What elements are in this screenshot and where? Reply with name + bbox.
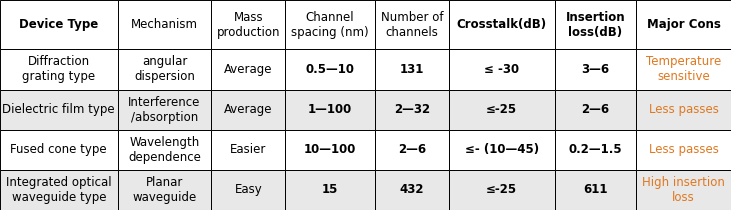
Bar	[449, 89, 555, 130]
Text: Number of
channels: Number of channels	[381, 11, 443, 39]
Text: Insertion
loss(dB): Insertion loss(dB)	[566, 11, 625, 39]
Bar	[637, 170, 731, 210]
Text: 2—6: 2—6	[398, 143, 426, 156]
Bar	[637, 0, 731, 49]
Bar	[285, 170, 375, 210]
Bar	[0, 170, 118, 210]
Bar	[211, 89, 285, 130]
Text: ≤ -30: ≤ -30	[484, 63, 519, 76]
Bar	[375, 130, 449, 170]
Bar	[211, 170, 285, 210]
Text: High insertion
loss: High insertion loss	[643, 176, 725, 204]
Bar	[555, 0, 637, 49]
Bar	[375, 170, 449, 210]
Text: Device Type: Device Type	[19, 18, 99, 31]
Bar	[118, 0, 211, 49]
Bar	[637, 89, 731, 130]
Text: Major Cons: Major Cons	[647, 18, 721, 31]
Bar	[449, 130, 555, 170]
Bar	[118, 89, 211, 130]
Bar	[118, 130, 211, 170]
Text: Channel
spacing (nm): Channel spacing (nm)	[292, 11, 369, 39]
Bar	[0, 89, 118, 130]
Text: 0.2—1.5: 0.2—1.5	[569, 143, 622, 156]
Text: Diffraction
grating type: Diffraction grating type	[22, 55, 95, 83]
Bar	[449, 0, 555, 49]
Text: 15: 15	[322, 183, 338, 196]
Text: 611: 611	[583, 183, 607, 196]
Bar	[375, 49, 449, 89]
Text: Less passes: Less passes	[649, 143, 719, 156]
Bar	[285, 130, 375, 170]
Bar	[555, 89, 637, 130]
Bar	[211, 49, 285, 89]
Text: 432: 432	[400, 183, 424, 196]
Bar	[118, 170, 211, 210]
Bar	[449, 170, 555, 210]
Text: Crosstalk(dB): Crosstalk(dB)	[457, 18, 547, 31]
Bar	[0, 49, 118, 89]
Text: Wavelength
dependence: Wavelength dependence	[128, 136, 201, 164]
Text: Easy: Easy	[235, 183, 262, 196]
Text: 3—6: 3—6	[581, 63, 610, 76]
Text: angular
dispersion: angular dispersion	[134, 55, 195, 83]
Text: 2—6: 2—6	[581, 103, 610, 116]
Text: 0.5—10: 0.5—10	[306, 63, 355, 76]
Bar	[211, 0, 285, 49]
Bar	[637, 49, 731, 89]
Bar	[0, 0, 118, 49]
Text: Easier: Easier	[230, 143, 267, 156]
Text: 10—100: 10—100	[304, 143, 356, 156]
Text: 131: 131	[400, 63, 424, 76]
Text: Mechanism: Mechanism	[131, 18, 198, 31]
Text: ≤- (10—45): ≤- (10—45)	[465, 143, 539, 156]
Text: 1—100: 1—100	[308, 103, 352, 116]
Bar	[375, 0, 449, 49]
Text: 2—32: 2—32	[394, 103, 430, 116]
Text: Fused cone type: Fused cone type	[10, 143, 107, 156]
Bar	[555, 130, 637, 170]
Bar	[555, 49, 637, 89]
Bar	[555, 170, 637, 210]
Text: ≤-25: ≤-25	[486, 103, 518, 116]
Text: Dielectric film type: Dielectric film type	[2, 103, 115, 116]
Text: Average: Average	[224, 63, 273, 76]
Bar	[0, 130, 118, 170]
Text: Temperature
sensitive: Temperature sensitive	[646, 55, 721, 83]
Text: Interference
/absorption: Interference /absorption	[128, 96, 201, 124]
Text: Planar
waveguide: Planar waveguide	[132, 176, 197, 204]
Text: Average: Average	[224, 103, 273, 116]
Bar	[375, 89, 449, 130]
Text: Less passes: Less passes	[649, 103, 719, 116]
Bar	[637, 130, 731, 170]
Bar	[285, 49, 375, 89]
Bar	[211, 130, 285, 170]
Text: Integrated optical
waveguide type: Integrated optical waveguide type	[6, 176, 112, 204]
Bar	[449, 49, 555, 89]
Bar	[285, 89, 375, 130]
Bar	[118, 49, 211, 89]
Text: Mass
production: Mass production	[216, 11, 280, 39]
Text: ≤-25: ≤-25	[486, 183, 518, 196]
Bar	[285, 0, 375, 49]
